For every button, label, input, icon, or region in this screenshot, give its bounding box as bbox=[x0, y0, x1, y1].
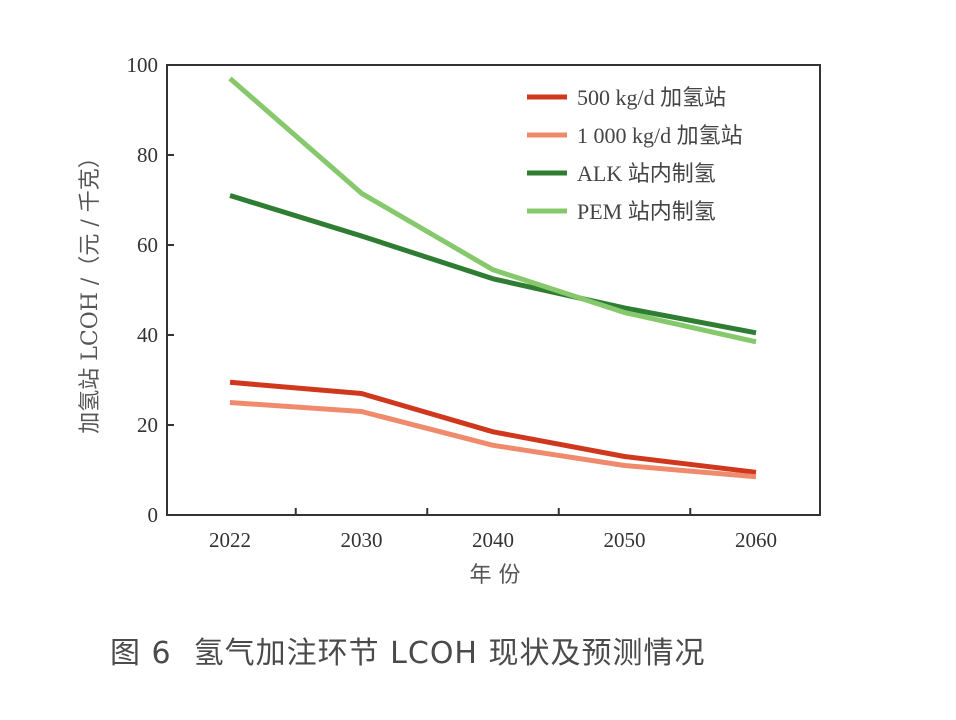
x-axis-title: 年 份 bbox=[470, 563, 521, 588]
series-lines bbox=[228, 76, 757, 480]
series-line-2 bbox=[229, 400, 757, 480]
y-tick-label: 100 bbox=[127, 53, 159, 77]
legend-label: 1 000 kg/d 加氢站 bbox=[577, 123, 743, 148]
legend-label: ALK 站内制氢 bbox=[577, 161, 716, 186]
y-tick-label: 80 bbox=[137, 143, 158, 167]
x-tick-label: 2030 bbox=[341, 528, 383, 552]
legend-label: PEM 站内制氢 bbox=[577, 199, 716, 224]
series-line-4 bbox=[228, 76, 757, 345]
figure-title: 氢气加注环节 LCOH 现状及预测情况 bbox=[193, 636, 706, 671]
x-tick-label: 2022 bbox=[209, 528, 251, 552]
figure-number: 图 6 bbox=[110, 636, 172, 671]
y-tick-label: 0 bbox=[148, 503, 159, 527]
figure-caption: 图 6 氢气加注环节 LCOH 现状及预测情况 bbox=[110, 628, 706, 672]
y-tick-label: 20 bbox=[137, 413, 158, 437]
plot-frame bbox=[166, 64, 821, 516]
x-tick-label: 2060 bbox=[735, 528, 777, 552]
legend: 500 kg/d 加氢站 1 000 kg/d 加氢站 ALK 站内制氢 PEM 站内… bbox=[527, 85, 743, 224]
legend-label: 500 kg/d 加氢站 bbox=[577, 85, 726, 110]
y-tick-label: 60 bbox=[137, 233, 158, 257]
x-axis-ticks: 2022 2030 2040 2050 2060 bbox=[209, 508, 777, 552]
series-line-3 bbox=[229, 193, 757, 336]
y-tick-label: 40 bbox=[137, 323, 158, 347]
series-line-1 bbox=[229, 379, 757, 475]
x-tick-label: 2050 bbox=[604, 528, 646, 552]
y-axis-title: 加氢站 LCOH /（元 / 千克） bbox=[78, 146, 103, 433]
x-tick-label: 2040 bbox=[472, 528, 514, 552]
